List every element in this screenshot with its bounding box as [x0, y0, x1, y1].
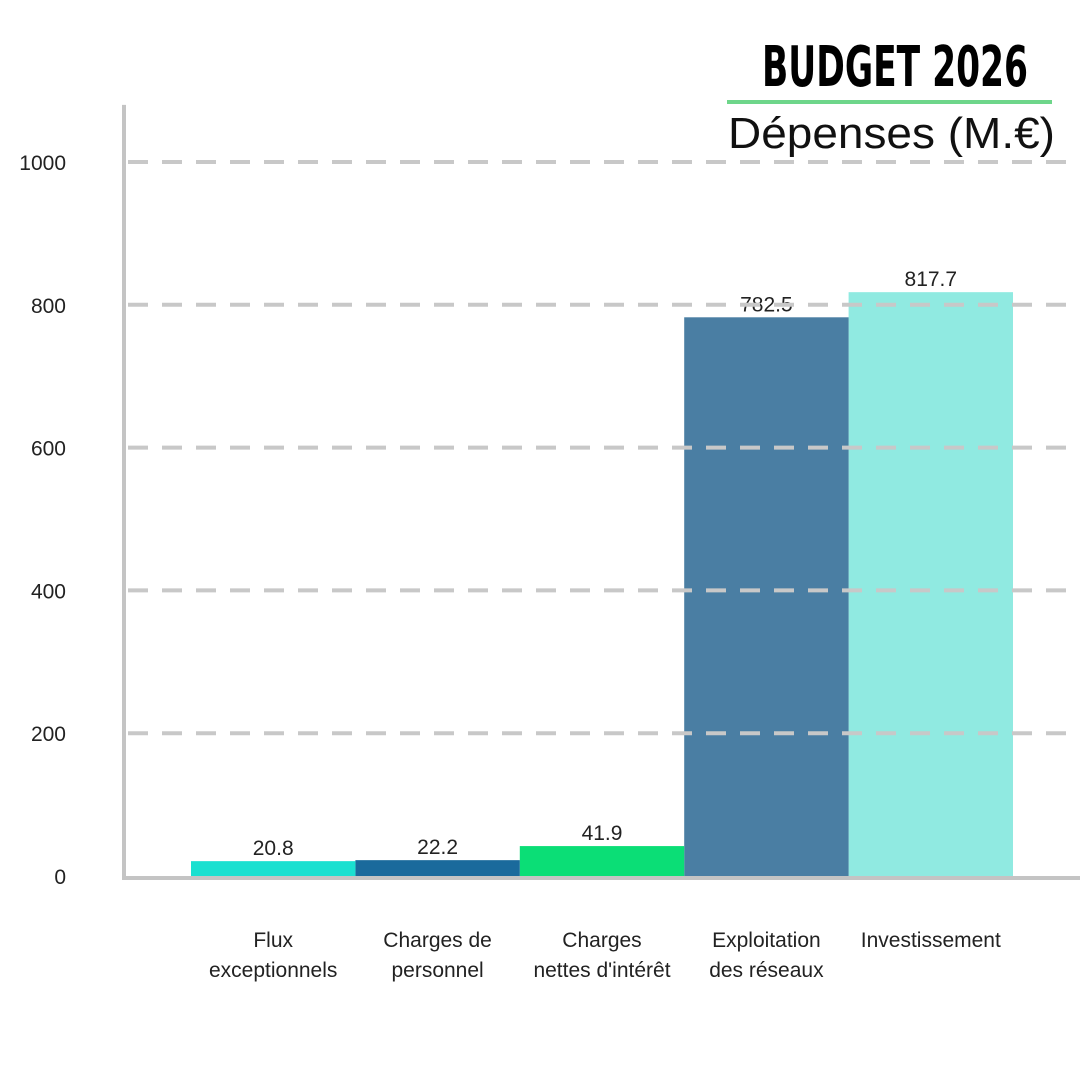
x-tick-label: Charges: [562, 929, 641, 952]
y-tick-label: 800: [31, 295, 66, 318]
data-label: 41.9: [582, 822, 623, 845]
y-tick-label: 600: [31, 438, 66, 461]
y-tick-label: 0: [54, 866, 66, 889]
x-tick-label: des réseaux: [709, 959, 824, 982]
bar: [848, 292, 1013, 876]
bar: [519, 846, 685, 876]
x-tick-label: Charges de: [383, 929, 492, 952]
data-label: 22.2: [417, 836, 458, 859]
data-label: 20.8: [253, 837, 294, 860]
title-underline: [727, 100, 1052, 104]
x-tick-label: nettes d'intérêt: [533, 959, 670, 982]
x-tick-label: personnel: [391, 959, 483, 982]
x-tick-label: Investissement: [861, 929, 1001, 952]
x-tick-label: Flux: [253, 929, 293, 952]
chart-title: BUDGET 2026: [762, 35, 1028, 100]
data-label: 817.7: [905, 268, 958, 291]
y-tick-label: 200: [31, 723, 66, 746]
y-tick-label: 400: [31, 580, 66, 603]
bar: [355, 860, 520, 876]
bar: [191, 861, 356, 876]
bar: [684, 317, 849, 876]
data-label: 782.5: [740, 293, 793, 316]
x-tick-label: Exploitation: [712, 929, 821, 952]
y-tick-label: 1000: [19, 152, 66, 175]
chart-subtitle: Dépenses (M.€): [728, 109, 1055, 158]
x-tick-label: exceptionnels: [209, 959, 337, 982]
